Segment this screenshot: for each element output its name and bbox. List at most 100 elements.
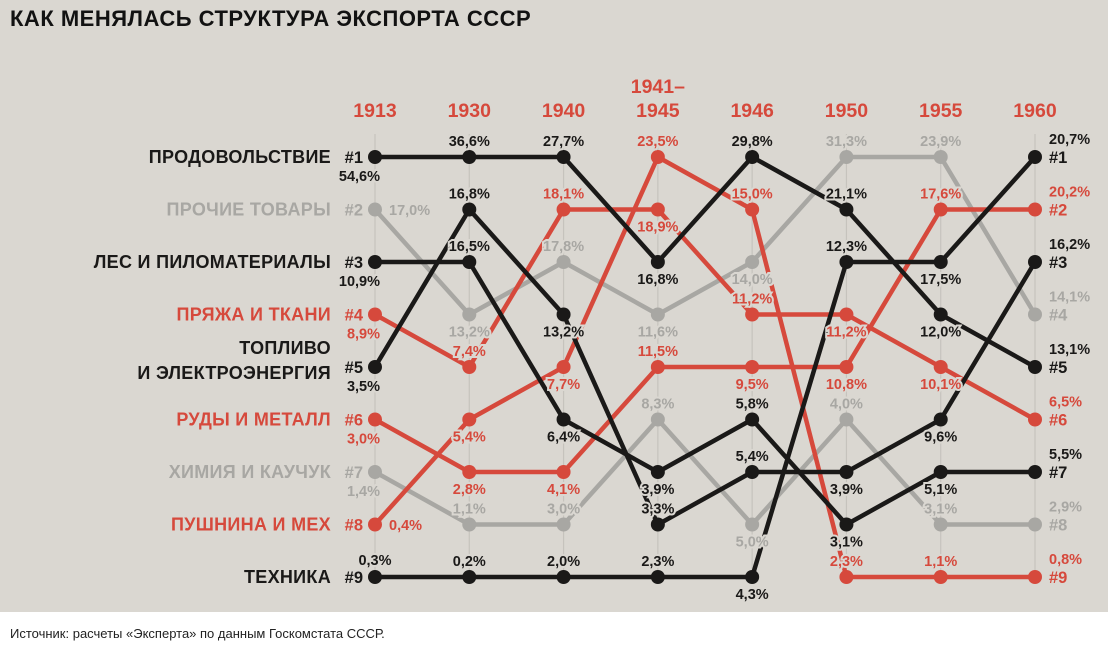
series-point [933, 412, 948, 427]
series-point [933, 202, 948, 217]
series-point [745, 465, 760, 479]
series-point [1028, 570, 1042, 584]
series-point [650, 465, 665, 479]
year-label: 1940 [542, 100, 586, 122]
rank-badge-right: #3 [1049, 254, 1067, 272]
series-point [368, 360, 382, 374]
value-label: 10,1% [920, 377, 961, 393]
series-point [462, 255, 477, 269]
rank-badge-right: #4 [1049, 307, 1068, 325]
series-point [745, 517, 760, 532]
value-label: 10,9% [339, 274, 380, 290]
series-point [1028, 307, 1042, 322]
value-label: 3,1% [830, 535, 863, 551]
series-point [556, 255, 571, 269]
value-label: 5,0% [736, 535, 769, 551]
value-label: 2,3% [830, 554, 863, 570]
value-label: 5,5% [1049, 447, 1082, 463]
year-label: 1960 [1013, 100, 1057, 122]
value-label: 0,4% [389, 518, 422, 534]
series-point [650, 150, 665, 164]
series-point [745, 412, 760, 427]
series-point [745, 360, 760, 374]
year-label: 1950 [825, 100, 869, 122]
value-label: 54,6% [339, 169, 380, 185]
series-point [368, 202, 382, 217]
series-point [650, 307, 665, 322]
rank-badge-right: #1 [1049, 149, 1067, 167]
value-label: 0,3% [358, 553, 391, 569]
series-line [372, 154, 1038, 370]
rank-badge-left: #3 [345, 254, 363, 272]
series-point [650, 517, 665, 532]
series-line [372, 259, 1038, 527]
value-label: 6,5% [1049, 395, 1082, 411]
series-point [650, 412, 665, 427]
value-label: 16,8% [449, 187, 490, 203]
value-label: 11,5% [638, 344, 678, 360]
series-line [372, 207, 1038, 527]
value-label: 13,2% [449, 325, 490, 341]
source-note: Источник: расчеты «Эксперта» по данным Г… [10, 625, 385, 641]
series-point [556, 412, 571, 427]
category-label: ПУШНИНА И МЕХ [171, 515, 331, 535]
value-label: 2,8% [453, 482, 486, 498]
value-label: 16,5% [449, 239, 490, 255]
series-point [839, 517, 854, 532]
series-point [650, 202, 665, 217]
series-point [933, 307, 948, 322]
series-point [933, 465, 948, 479]
series-point [745, 150, 760, 164]
rank-badge-right: #5 [1049, 359, 1067, 377]
series-point [839, 307, 854, 322]
series-point [462, 202, 477, 217]
value-label: 1,4% [347, 484, 380, 500]
value-label: 9,5% [736, 377, 769, 393]
series-point [462, 412, 477, 427]
value-label: 21,1% [826, 187, 867, 203]
value-label: 17,8% [543, 239, 584, 255]
category-label: ЛЕС И ПИЛОМАТЕРИАЛЫ [94, 252, 331, 272]
year-label: 1955 [919, 100, 963, 122]
rank-badge-right: #8 [1049, 517, 1067, 535]
series-point [462, 150, 477, 164]
series-point [839, 202, 854, 217]
value-label: 17,0% [389, 203, 430, 219]
value-label: 5,8% [736, 397, 769, 413]
value-label: 15,0% [732, 187, 773, 203]
value-label: 10,8% [826, 377, 867, 393]
category-label: ТОПЛИВО [239, 338, 331, 358]
year-label: 1913 [353, 100, 397, 122]
category-label: ПРОЧИЕ ТОВАРЫ [167, 200, 331, 220]
value-label: 3,0% [347, 432, 380, 448]
rank-badge-left: #5 [345, 359, 363, 377]
series-point [556, 517, 571, 532]
series-line [372, 154, 1038, 317]
series-point [839, 150, 854, 164]
year-label: 1945 [636, 100, 680, 122]
value-label: 3,9% [641, 482, 674, 498]
series-point [745, 307, 760, 322]
series-point [1028, 202, 1042, 217]
value-label: 4,0% [830, 397, 863, 413]
rank-badge-left: #6 [345, 412, 363, 430]
year-label: 1941– [631, 76, 685, 98]
value-label: 3,9% [830, 482, 863, 498]
value-label: 5,1% [924, 482, 957, 498]
series-point [745, 202, 760, 217]
series-point [745, 570, 760, 584]
series-line [372, 207, 1038, 475]
value-label: 14,1% [1049, 290, 1090, 306]
value-label: 5,4% [736, 449, 769, 465]
series-point [556, 360, 571, 374]
rank-badge-right: #7 [1049, 464, 1067, 482]
value-label: 2,3% [641, 554, 674, 570]
series-point [933, 570, 948, 584]
series-point [650, 255, 665, 269]
value-label: 20,7% [1049, 132, 1090, 148]
rank-badge-left: #8 [345, 517, 363, 535]
category-label: ХИМИЯ И КАУЧУК [169, 462, 332, 482]
value-label: 8,3% [641, 397, 674, 413]
value-label: 2,9% [1049, 500, 1082, 516]
